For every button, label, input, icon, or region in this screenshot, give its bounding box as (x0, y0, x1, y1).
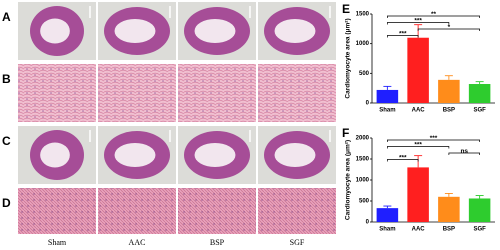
error-bar (383, 85, 392, 90)
column-label: Sham (48, 238, 67, 247)
y-tick-label: 0 (366, 220, 370, 226)
significance-label: * (448, 24, 451, 31)
significance-bracket (417, 28, 480, 31)
column-label: BSP (210, 238, 225, 247)
y-tick-label: 1500 (356, 12, 370, 18)
panel-label: A (2, 10, 11, 24)
tissue-image (18, 188, 96, 234)
x-tick-label: AAC (412, 108, 426, 114)
heart-lumen (274, 143, 316, 167)
heart-lumen (40, 142, 70, 168)
y-axis-label: Cardiomyocyte area (μm²) (345, 140, 352, 220)
bar (407, 167, 429, 222)
heart-lumen (194, 143, 236, 167)
tissue-image (178, 188, 256, 234)
y-tick-label: 2000 (356, 136, 370, 142)
significance-bracket (387, 22, 450, 25)
error-bar (444, 192, 453, 197)
significance-label: ** (431, 11, 437, 18)
column-label: AAC (129, 238, 146, 247)
x-tick-label: BSP (443, 108, 455, 114)
panel-label: E (342, 2, 350, 16)
error-bar (475, 81, 484, 85)
heart-lumen (40, 18, 70, 44)
error-bar (444, 75, 453, 80)
bar (468, 198, 491, 222)
panel-label: B (2, 72, 11, 86)
x-tick-label: SGF (473, 227, 486, 233)
x-tick-label: SGF (473, 108, 486, 114)
bar (438, 79, 460, 103)
y-tick-label: 1000 (356, 178, 370, 184)
heart-lumen (114, 143, 156, 167)
y-tick-label: 500 (359, 199, 370, 205)
bar (407, 37, 429, 103)
tissue-image (258, 188, 336, 234)
error-bar (383, 205, 392, 209)
error-bar (475, 195, 484, 199)
significance-label: *** (414, 18, 422, 25)
significance-bracket (387, 35, 419, 38)
significance-label: *** (399, 31, 407, 38)
tissue-image (258, 64, 336, 122)
significance-label: *** (430, 135, 438, 142)
bar (376, 208, 399, 222)
column-label: SGF (290, 238, 305, 247)
tissue-image (178, 64, 256, 122)
tissue-image (98, 188, 176, 234)
bar (376, 89, 399, 103)
panel-label: C (2, 134, 11, 148)
heart-lumen (194, 19, 236, 43)
x-tick-label: BSP (443, 227, 455, 233)
y-tick-label: 0 (366, 101, 370, 107)
significance-label: ns (460, 148, 468, 155)
bar (438, 196, 460, 222)
x-tick-label: Sham (379, 108, 395, 114)
x-tick-label: AAC (412, 227, 426, 233)
significance-bracket (387, 15, 480, 18)
y-tick-label: 1500 (356, 157, 370, 163)
y-axis-label: Cardiomyocyte area (μm²) (345, 18, 352, 98)
significance-bracket (387, 139, 480, 142)
heart-lumen (114, 19, 156, 43)
tissue-image (18, 64, 96, 122)
x-tick-label: Sham (379, 227, 395, 233)
tissue-image (98, 64, 176, 122)
heart-lumen (274, 19, 316, 43)
significance-label: *** (414, 142, 422, 149)
panel-label: F (342, 126, 349, 140)
y-tick-label: 1000 (356, 41, 370, 47)
histology-panels (18, 2, 336, 234)
significance-label: *** (399, 155, 407, 162)
bar (468, 84, 491, 103)
significance-bracket (448, 152, 480, 155)
significance-bracket (387, 146, 450, 149)
panel-label: D (2, 196, 11, 210)
error-bar (414, 155, 423, 168)
y-tick-label: 500 (359, 71, 370, 77)
significance-bracket (387, 159, 419, 162)
